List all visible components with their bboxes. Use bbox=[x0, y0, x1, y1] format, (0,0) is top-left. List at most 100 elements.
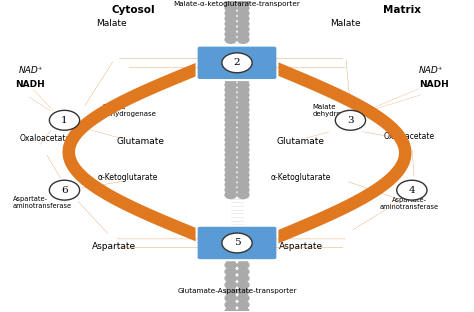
Circle shape bbox=[237, 191, 249, 198]
Circle shape bbox=[225, 166, 237, 173]
Text: Oxaloacetate: Oxaloacetate bbox=[384, 132, 435, 141]
Circle shape bbox=[225, 181, 237, 188]
Circle shape bbox=[237, 295, 249, 302]
Circle shape bbox=[225, 81, 237, 89]
Circle shape bbox=[237, 4, 249, 12]
Circle shape bbox=[225, 121, 237, 129]
Circle shape bbox=[237, 261, 249, 269]
Text: Aspartate-
aminotransferase: Aspartate- aminotransferase bbox=[12, 196, 72, 209]
Circle shape bbox=[237, 15, 249, 22]
Circle shape bbox=[237, 91, 249, 99]
Text: Aspartate-
aminotransferase: Aspartate- aminotransferase bbox=[380, 197, 439, 210]
Circle shape bbox=[225, 171, 237, 178]
Circle shape bbox=[225, 106, 237, 114]
Circle shape bbox=[225, 136, 237, 144]
Text: 2: 2 bbox=[234, 58, 240, 67]
Circle shape bbox=[237, 25, 249, 33]
Circle shape bbox=[225, 4, 237, 12]
Circle shape bbox=[225, 96, 237, 104]
Circle shape bbox=[225, 0, 237, 1]
Circle shape bbox=[225, 261, 237, 269]
Circle shape bbox=[237, 0, 249, 7]
Circle shape bbox=[237, 106, 249, 114]
Circle shape bbox=[237, 171, 249, 178]
FancyBboxPatch shape bbox=[197, 226, 277, 260]
Circle shape bbox=[49, 110, 80, 130]
Circle shape bbox=[237, 275, 249, 282]
Circle shape bbox=[237, 186, 249, 193]
Circle shape bbox=[237, 121, 249, 129]
Circle shape bbox=[237, 181, 249, 188]
Circle shape bbox=[237, 86, 249, 94]
Circle shape bbox=[237, 96, 249, 104]
Text: 1: 1 bbox=[61, 116, 68, 125]
Text: Glutamate: Glutamate bbox=[116, 137, 164, 146]
Circle shape bbox=[237, 20, 249, 27]
Circle shape bbox=[237, 126, 249, 134]
Text: Matrix: Matrix bbox=[383, 5, 421, 15]
Text: α-Ketoglutarate: α-Ketoglutarate bbox=[98, 173, 158, 182]
Circle shape bbox=[225, 151, 237, 158]
Text: Aspartate: Aspartate bbox=[92, 242, 136, 251]
Text: NADH: NADH bbox=[15, 80, 45, 89]
Circle shape bbox=[225, 191, 237, 198]
Text: α-Ketoglutarate: α-Ketoglutarate bbox=[271, 173, 331, 182]
Circle shape bbox=[397, 180, 427, 200]
Text: 6: 6 bbox=[61, 186, 68, 195]
Circle shape bbox=[225, 76, 237, 84]
Circle shape bbox=[225, 126, 237, 134]
Circle shape bbox=[237, 255, 249, 262]
Text: 3: 3 bbox=[347, 116, 354, 125]
Text: Glutamate-Aspartate-transporter: Glutamate-Aspartate-transporter bbox=[177, 288, 297, 294]
Text: 5: 5 bbox=[234, 238, 240, 247]
Circle shape bbox=[237, 131, 249, 139]
Circle shape bbox=[237, 101, 249, 109]
Circle shape bbox=[237, 156, 249, 163]
Circle shape bbox=[225, 101, 237, 109]
Text: NAD⁺: NAD⁺ bbox=[18, 66, 43, 75]
Circle shape bbox=[225, 116, 237, 124]
Circle shape bbox=[49, 180, 80, 200]
Circle shape bbox=[225, 295, 237, 302]
Circle shape bbox=[225, 141, 237, 149]
Circle shape bbox=[237, 176, 249, 183]
Circle shape bbox=[225, 255, 237, 262]
Circle shape bbox=[225, 31, 237, 38]
Circle shape bbox=[225, 301, 237, 309]
Circle shape bbox=[225, 156, 237, 163]
Circle shape bbox=[225, 10, 237, 17]
Circle shape bbox=[225, 25, 237, 33]
Text: NADH: NADH bbox=[419, 80, 449, 89]
Circle shape bbox=[335, 110, 365, 130]
Circle shape bbox=[237, 161, 249, 168]
Circle shape bbox=[225, 131, 237, 139]
Circle shape bbox=[225, 36, 237, 43]
Text: Oxaloacetate: Oxaloacetate bbox=[19, 134, 71, 144]
Circle shape bbox=[225, 186, 237, 193]
Text: Malate
dehydrogenase: Malate dehydrogenase bbox=[313, 104, 366, 116]
Circle shape bbox=[237, 141, 249, 149]
Circle shape bbox=[237, 136, 249, 144]
Circle shape bbox=[237, 116, 249, 124]
Circle shape bbox=[225, 86, 237, 94]
Circle shape bbox=[225, 91, 237, 99]
Circle shape bbox=[237, 281, 249, 289]
Circle shape bbox=[237, 10, 249, 17]
Circle shape bbox=[222, 233, 252, 253]
Circle shape bbox=[225, 146, 237, 154]
Circle shape bbox=[237, 146, 249, 154]
Circle shape bbox=[237, 151, 249, 158]
Text: Aspartate: Aspartate bbox=[279, 242, 323, 251]
Circle shape bbox=[222, 53, 252, 73]
Circle shape bbox=[237, 166, 249, 173]
Circle shape bbox=[225, 176, 237, 183]
Circle shape bbox=[237, 81, 249, 89]
Circle shape bbox=[225, 308, 237, 312]
FancyBboxPatch shape bbox=[197, 46, 277, 80]
Circle shape bbox=[225, 0, 237, 7]
Text: NAD⁺: NAD⁺ bbox=[419, 66, 444, 75]
Text: Malate: Malate bbox=[96, 19, 127, 28]
Text: Malate-α-ketoglutarate-transporter: Malate-α-ketoglutarate-transporter bbox=[173, 1, 301, 7]
Circle shape bbox=[225, 281, 237, 289]
Text: Cytosol: Cytosol bbox=[111, 5, 155, 15]
